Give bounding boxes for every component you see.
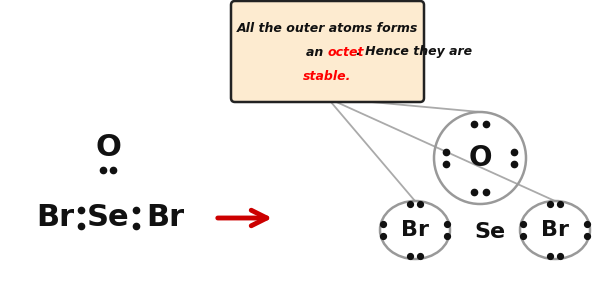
Text: octet: octet — [328, 45, 364, 58]
Text: O: O — [95, 134, 121, 162]
Text: an: an — [306, 45, 328, 58]
Text: Se: Se — [475, 222, 506, 242]
Text: . Hence they are: . Hence they are — [355, 45, 472, 58]
Text: stable.: stable. — [304, 70, 352, 83]
Text: Br: Br — [541, 220, 569, 240]
Text: Br: Br — [401, 220, 429, 240]
Text: O: O — [468, 144, 492, 172]
Text: Se: Se — [86, 203, 130, 233]
Text: Br: Br — [36, 203, 74, 233]
Text: Br: Br — [146, 203, 184, 233]
Text: All the outer atoms forms: All the outer atoms forms — [237, 22, 418, 35]
FancyBboxPatch shape — [231, 1, 424, 102]
